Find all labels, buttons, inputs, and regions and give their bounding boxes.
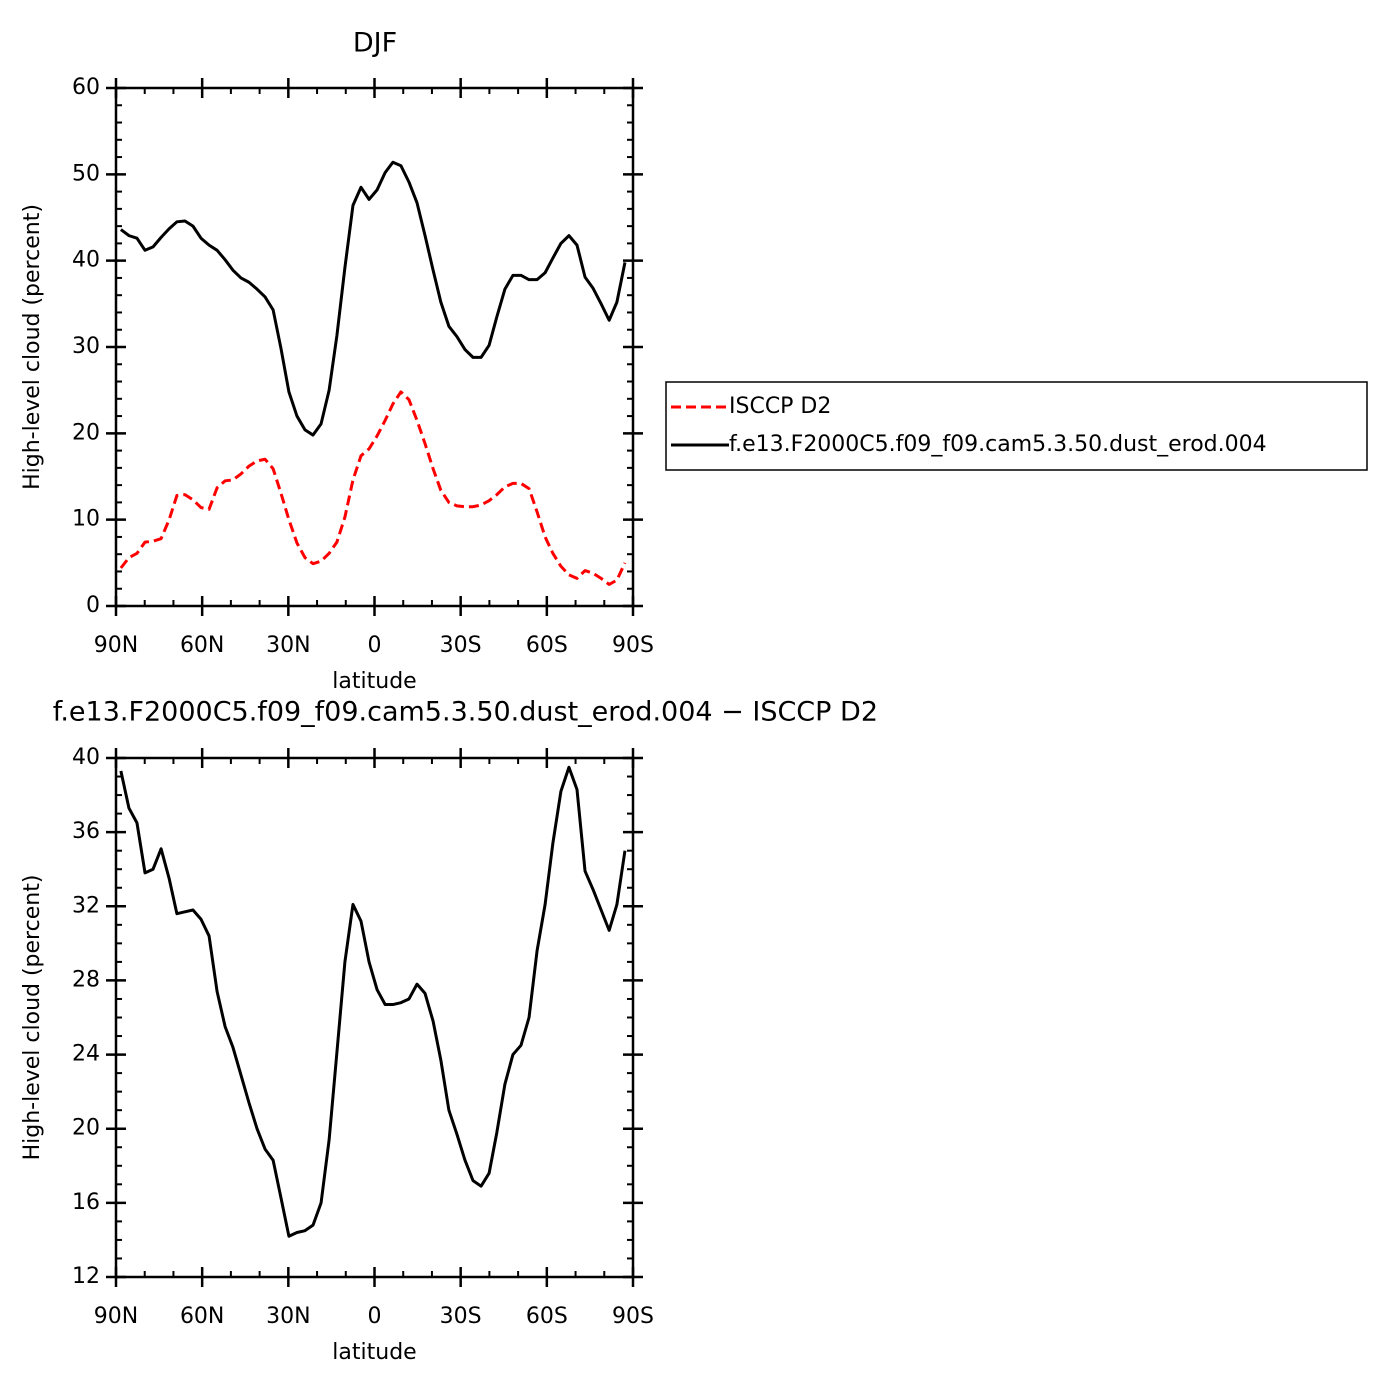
chart-title: DJF	[353, 28, 397, 59]
x-tick-label: 60S	[526, 633, 568, 658]
x-tick-label: 90N	[94, 633, 138, 658]
legend-box	[665, 381, 1368, 471]
legend: ISCCP D2 f.e13.F2000C5.f09_f09.cam5.3.50.…	[665, 381, 1368, 471]
y-tick-label: 0	[86, 593, 100, 618]
data-line	[119, 160, 627, 437]
y-tick-label: 28	[72, 967, 100, 992]
x-tick-label: 30S	[440, 1304, 482, 1329]
x-tick-label: 0	[368, 633, 382, 658]
x-tick-label: 60N	[180, 633, 224, 658]
y-tick-label: 32	[72, 893, 100, 918]
x-tick-label: 0	[368, 1304, 382, 1329]
x-axis-label: latitude	[332, 669, 416, 694]
y-tick-label: 60	[72, 75, 100, 100]
x-tick-label: 60S	[526, 1304, 568, 1329]
data-line	[119, 390, 627, 586]
y-tick-label: 24	[72, 1042, 100, 1067]
legend-label: ISCCP D2	[729, 394, 831, 419]
x-axis-label: latitude	[332, 1340, 416, 1365]
y-axis-label: High-level cloud (percent)	[20, 875, 45, 1161]
y-tick-label: 36	[72, 819, 100, 844]
x-tick-label: 90N	[94, 1304, 138, 1329]
y-tick-label: 50	[72, 161, 100, 186]
x-tick-label: 30S	[440, 633, 482, 658]
x-tick-label: 90S	[612, 633, 654, 658]
y-tick-label: 30	[72, 334, 100, 359]
y-tick-label: 20	[72, 420, 100, 445]
x-tick-label: 30N	[266, 633, 310, 658]
y-tick-label: 10	[72, 507, 100, 532]
x-tick-label: 90S	[612, 1304, 654, 1329]
x-tick-label: 30N	[266, 1304, 310, 1329]
y-tick-label: 12	[72, 1264, 100, 1289]
y-tick-label: 40	[72, 745, 100, 770]
chart-title: f.e13.F2000C5.f09_f09.cam5.3.50.dust_ero…	[53, 697, 878, 728]
x-tick-label: 60N	[180, 1304, 224, 1329]
y-tick-label: 20	[72, 1116, 100, 1141]
y-tick-label: 16	[72, 1190, 100, 1215]
y-tick-label: 40	[72, 248, 100, 273]
y-axis-label: High-level cloud (percent)	[20, 204, 45, 490]
data-line	[119, 765, 627, 1238]
legend-label: f.e13.F2000C5.f09_f09.cam5.3.50.dust_ero…	[729, 432, 1267, 457]
plot-frame	[114, 86, 635, 608]
